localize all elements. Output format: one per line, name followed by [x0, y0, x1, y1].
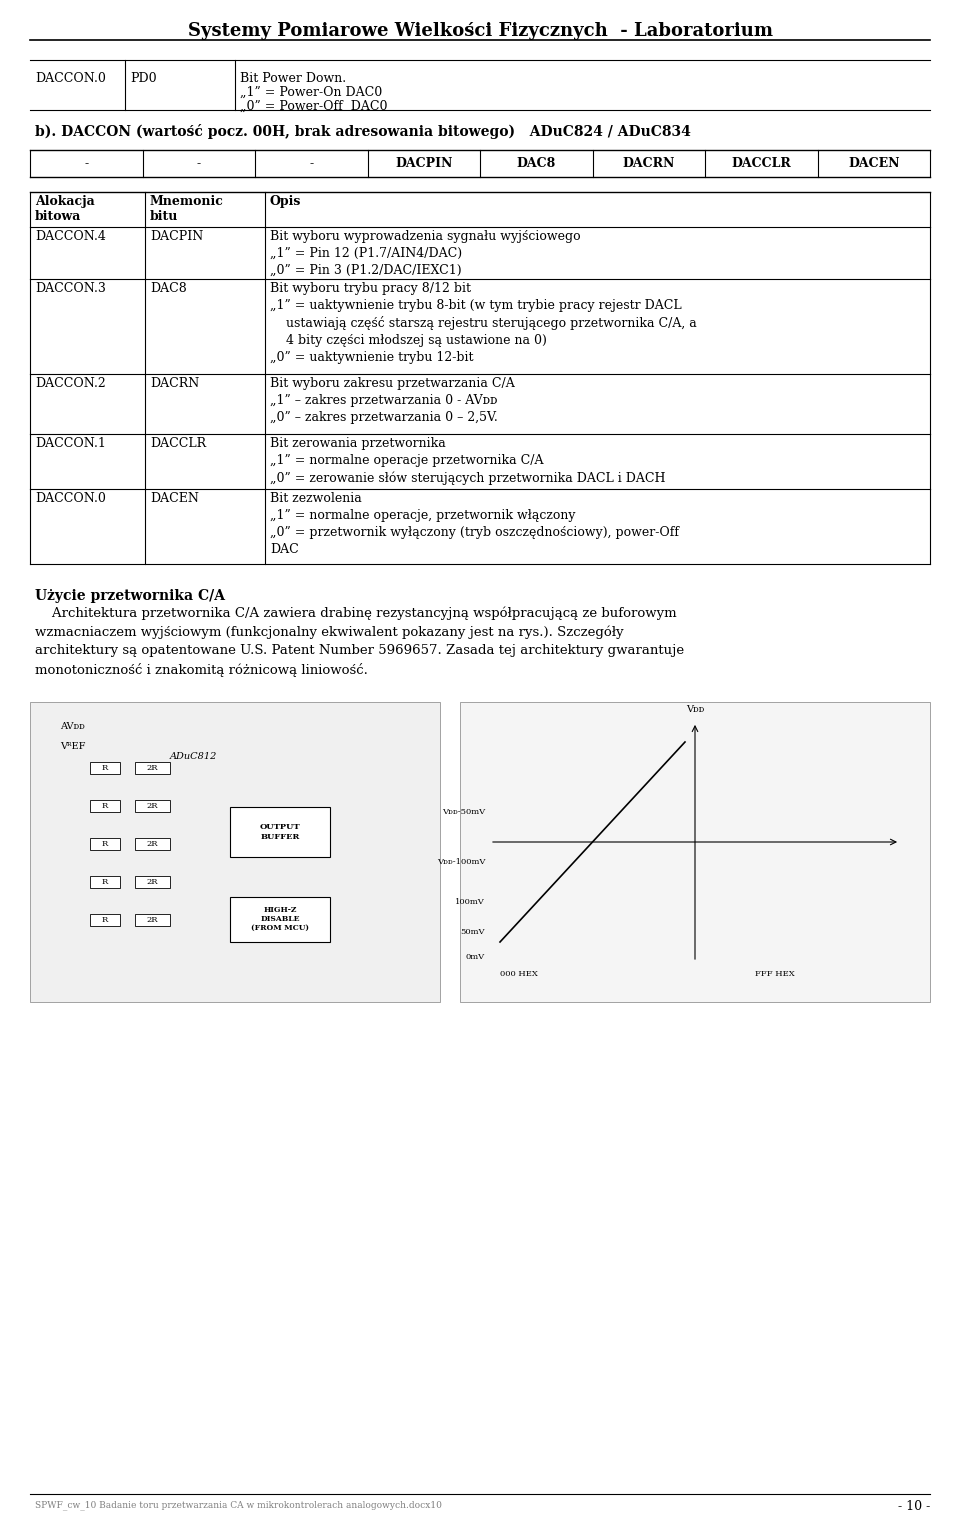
Text: DACRN: DACRN: [623, 157, 675, 170]
Text: R: R: [102, 916, 108, 924]
Text: DACCON.0: DACCON.0: [35, 72, 106, 85]
Text: DACCLR: DACCLR: [150, 437, 206, 451]
Text: 2R: 2R: [146, 916, 157, 924]
Text: DACPIN: DACPIN: [150, 230, 204, 244]
Text: DACRN: DACRN: [150, 377, 200, 390]
Text: R: R: [102, 802, 108, 810]
Text: -: -: [197, 157, 201, 170]
Text: DACCLR: DACCLR: [732, 157, 791, 170]
Text: DACEN: DACEN: [150, 492, 199, 505]
Text: 2R: 2R: [146, 764, 157, 772]
Text: 2R: 2R: [146, 840, 157, 848]
Text: DACCON.4: DACCON.4: [35, 230, 106, 244]
Text: - 10 -: - 10 -: [898, 1501, 930, 1513]
Text: Bit wyboru wyprowadzenia sygnału wyjściowego
„1” = Pin 12 (P1.7/AIN4/DAC)
„0” = : Bit wyboru wyprowadzenia sygnału wyjścio…: [270, 230, 581, 277]
Bar: [135, 877, 170, 887]
Text: Bit Power Down.: Bit Power Down.: [240, 72, 347, 85]
Text: Mnemonic
bitu: Mnemonic bitu: [150, 195, 224, 224]
Bar: [30, 702, 440, 1001]
Bar: [135, 915, 170, 925]
Text: Bit wyboru trybu pracy 8/12 bit
„1” = uaktywnienie trybu 8-bit (w tym trybie pra: Bit wyboru trybu pracy 8/12 bit „1” = ua…: [270, 282, 697, 364]
Text: DACCON.1: DACCON.1: [35, 437, 106, 451]
Text: R: R: [102, 764, 108, 772]
Bar: [135, 801, 170, 813]
Bar: [230, 896, 330, 942]
Text: Systemy Pomiarowe Wielkości Fizycznych  - Laboratorium: Systemy Pomiarowe Wielkości Fizycznych -…: [187, 21, 773, 40]
Text: 2R: 2R: [146, 878, 157, 886]
Text: DACCON.3: DACCON.3: [35, 282, 106, 295]
Text: R: R: [102, 840, 108, 848]
Text: DACCON.0: DACCON.0: [35, 492, 106, 505]
Text: FFF HEX: FFF HEX: [756, 970, 795, 979]
Text: Opis: Opis: [270, 195, 301, 209]
Text: Bit zerowania przetwornika
„1” = normalne operacje przetwornika C/A
„0” = zerowa: Bit zerowania przetwornika „1” = normaln…: [270, 437, 665, 484]
Text: AVᴅᴅ: AVᴅᴅ: [60, 721, 84, 731]
Text: „0” = Power-Off  DAC0: „0” = Power-Off DAC0: [240, 100, 388, 113]
Text: 000 HEX: 000 HEX: [500, 970, 538, 979]
Text: Bit wyboru zakresu przetwarzania C/A
„1” – zakres przetwarzania 0 - AVᴅᴅ
„0” – z: Bit wyboru zakresu przetwarzania C/A „1”…: [270, 377, 515, 425]
Text: DACEN: DACEN: [848, 157, 900, 170]
Text: 100mV: 100mV: [455, 898, 485, 906]
Bar: [230, 807, 330, 857]
Text: DAC8: DAC8: [150, 282, 187, 295]
Text: Architektura przetwornika C/A zawiera drabinę rezystancyjną współpracującą ze bu: Architektura przetwornika C/A zawiera dr…: [35, 607, 684, 677]
Text: 0mV: 0mV: [466, 953, 485, 960]
Bar: [90, 877, 120, 887]
Text: OUTPUT
BUFFER: OUTPUT BUFFER: [260, 823, 300, 840]
Text: SPWF_cw_10 Badanie toru przetwarzania CA w mikrokontrolerach analogowych.docx10: SPWF_cw_10 Badanie toru przetwarzania CA…: [35, 1501, 442, 1510]
Text: „1” = Power-On DAC0: „1” = Power-On DAC0: [240, 87, 382, 99]
Bar: [460, 702, 930, 1001]
Text: DACCON.2: DACCON.2: [35, 377, 106, 390]
Text: Użycie przetwornika C/A: Użycie przetwornika C/A: [35, 589, 225, 603]
Text: DAC8: DAC8: [516, 157, 556, 170]
Text: -: -: [309, 157, 313, 170]
Bar: [135, 763, 170, 775]
Text: VᴿEF: VᴿEF: [60, 743, 85, 750]
Text: 50mV: 50mV: [461, 928, 485, 936]
Text: ADuC812: ADuC812: [170, 752, 217, 761]
Bar: [90, 839, 120, 849]
Bar: [90, 801, 120, 813]
Text: Bit zezwolenia
„1” = normalne operacje, przetwornik włączony
„0” = przetwornik w: Bit zezwolenia „1” = normalne operacje, …: [270, 492, 679, 556]
Bar: [135, 839, 170, 849]
Text: Vᴅᴅ: Vᴅᴅ: [685, 705, 704, 714]
Text: R: R: [102, 878, 108, 886]
Text: Vᴅᴅ-100mV: Vᴅᴅ-100mV: [437, 858, 485, 866]
Text: DACPIN: DACPIN: [396, 157, 452, 170]
Bar: [90, 915, 120, 925]
Text: -: -: [84, 157, 88, 170]
Text: HIGH-Z
DISABLE
(FROM MCU): HIGH-Z DISABLE (FROM MCU): [251, 906, 309, 931]
Text: PD0: PD0: [130, 72, 156, 85]
Text: 2R: 2R: [146, 802, 157, 810]
Text: Vᴅᴅ-50mV: Vᴅᴅ-50mV: [442, 808, 485, 816]
Text: b). DACCON (wartość pocz. 00H, brak adresowania bitowego)   ADuC824 / ADuC834: b). DACCON (wartość pocz. 00H, brak adre…: [35, 123, 691, 139]
Text: Alokacja
bitowa: Alokacja bitowa: [35, 195, 95, 224]
Bar: [90, 763, 120, 775]
